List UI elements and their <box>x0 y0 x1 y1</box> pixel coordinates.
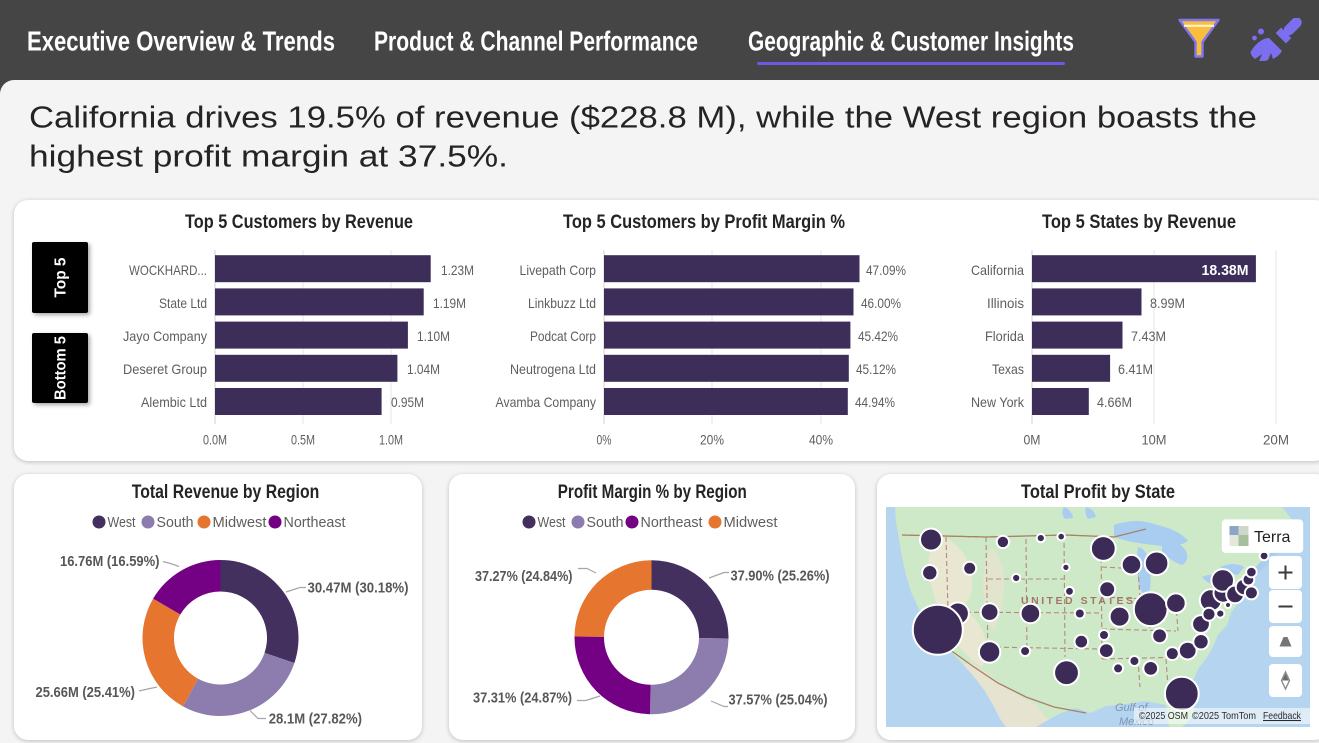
svg-text:©2025 OSM: ©2025 OSM <box>1139 710 1188 722</box>
svg-text:©2025 TomTom: ©2025 TomTom <box>1192 710 1256 722</box>
svg-text:Terra: Terra <box>1254 529 1291 546</box>
svg-text:Feedback: Feedback <box>1263 710 1302 722</box>
svg-text:UNITED STATES: UNITED STATES <box>1021 595 1135 607</box>
